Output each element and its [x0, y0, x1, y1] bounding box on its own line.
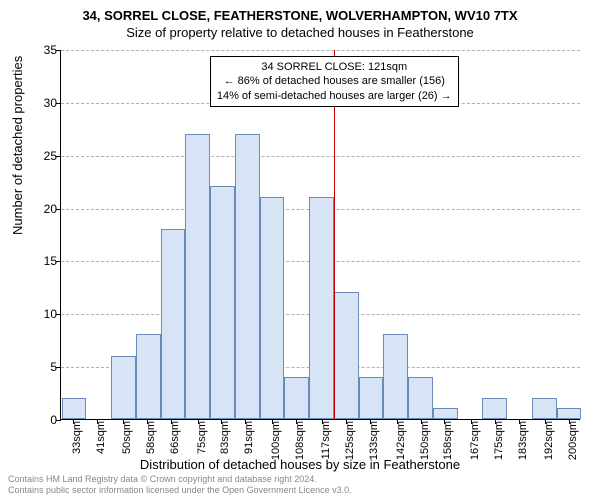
x-tick-label: 33sqm: [71, 421, 83, 454]
chart-container: 34, SORREL CLOSE, FEATHERSTONE, WOLVERHA…: [0, 0, 600, 500]
histogram-bar: [161, 229, 186, 419]
histogram-bar: [62, 398, 87, 419]
x-tick-label: 142sqm: [395, 421, 407, 460]
y-tick-label: 15: [29, 254, 57, 268]
x-tick-label: 91sqm: [243, 421, 255, 454]
footnote-line-2: Contains public sector information licen…: [8, 485, 352, 496]
histogram-bar: [111, 356, 136, 419]
annotation-line-3: 14% of semi-detached houses are larger (…: [217, 89, 452, 103]
chart-subtitle: Size of property relative to detached ho…: [0, 23, 600, 40]
annotation-line-2: ← 86% of detached houses are smaller (15…: [217, 74, 452, 88]
chart-area: 0510152025303533sqm41sqm50sqm58sqm66sqm7…: [60, 50, 580, 420]
histogram-bar: [532, 398, 557, 419]
y-tick-mark: [56, 103, 61, 104]
x-tick-label: 175sqm: [493, 421, 505, 460]
x-tick-label: 108sqm: [294, 421, 306, 460]
x-tick-label: 133sqm: [368, 421, 380, 460]
annotation-line-1: 34 SORREL CLOSE: 121sqm: [217, 60, 452, 74]
x-tick-label: 117sqm: [320, 421, 332, 459]
y-tick-mark: [56, 314, 61, 315]
histogram-bar: [136, 334, 161, 419]
y-axis-label: Number of detached properties: [10, 56, 25, 235]
y-tick-label: 25: [29, 149, 57, 163]
footnote: Contains HM Land Registry data © Crown c…: [8, 474, 352, 496]
x-tick-label: 183sqm: [517, 421, 529, 460]
histogram-bar: [557, 408, 582, 419]
x-tick-label: 200sqm: [567, 421, 579, 460]
y-tick-label: 30: [29, 96, 57, 110]
y-tick-mark: [56, 367, 61, 368]
histogram-bar: [210, 186, 235, 419]
histogram-bar: [482, 398, 507, 419]
gridline: [61, 50, 580, 51]
histogram-bar: [433, 408, 458, 419]
gridline: [61, 156, 580, 157]
x-tick-label: 41sqm: [95, 421, 107, 454]
x-tick-label: 75sqm: [196, 421, 208, 454]
x-tick-label: 167sqm: [469, 421, 481, 460]
x-tick-label: 66sqm: [169, 421, 181, 454]
histogram-bar: [309, 197, 334, 419]
x-tick-label: 150sqm: [419, 421, 431, 460]
x-tick-label: 50sqm: [121, 421, 133, 454]
y-tick-mark: [56, 50, 61, 51]
histogram-bar: [383, 334, 408, 419]
annotation-box: 34 SORREL CLOSE: 121sqm← 86% of detached…: [210, 56, 459, 107]
y-tick-label: 10: [29, 307, 57, 321]
plot-region: 0510152025303533sqm41sqm50sqm58sqm66sqm7…: [60, 50, 580, 420]
footnote-line-1: Contains HM Land Registry data © Crown c…: [8, 474, 352, 485]
x-tick-label: 83sqm: [219, 421, 231, 454]
chart-title: 34, SORREL CLOSE, FEATHERSTONE, WOLVERHA…: [0, 0, 600, 23]
histogram-bar: [334, 292, 359, 419]
histogram-bar: [260, 197, 285, 419]
x-tick-label: 100sqm: [270, 421, 282, 460]
x-tick-label: 158sqm: [442, 421, 454, 460]
histogram-bar: [235, 134, 260, 419]
x-tick-label: 192sqm: [543, 421, 555, 460]
histogram-bar: [284, 377, 309, 419]
x-tick-label: 58sqm: [145, 421, 157, 454]
y-tick-label: 35: [29, 43, 57, 57]
x-axis-label: Distribution of detached houses by size …: [0, 457, 600, 472]
y-tick-label: 20: [29, 202, 57, 216]
y-tick-mark: [56, 261, 61, 262]
y-tick-mark: [56, 420, 61, 421]
y-tick-label: 0: [29, 413, 57, 427]
histogram-bar: [359, 377, 384, 419]
y-tick-label: 5: [29, 360, 57, 374]
y-tick-mark: [56, 209, 61, 210]
y-tick-mark: [56, 156, 61, 157]
histogram-bar: [408, 377, 433, 419]
histogram-bar: [185, 134, 210, 419]
x-tick-label: 125sqm: [344, 421, 356, 460]
